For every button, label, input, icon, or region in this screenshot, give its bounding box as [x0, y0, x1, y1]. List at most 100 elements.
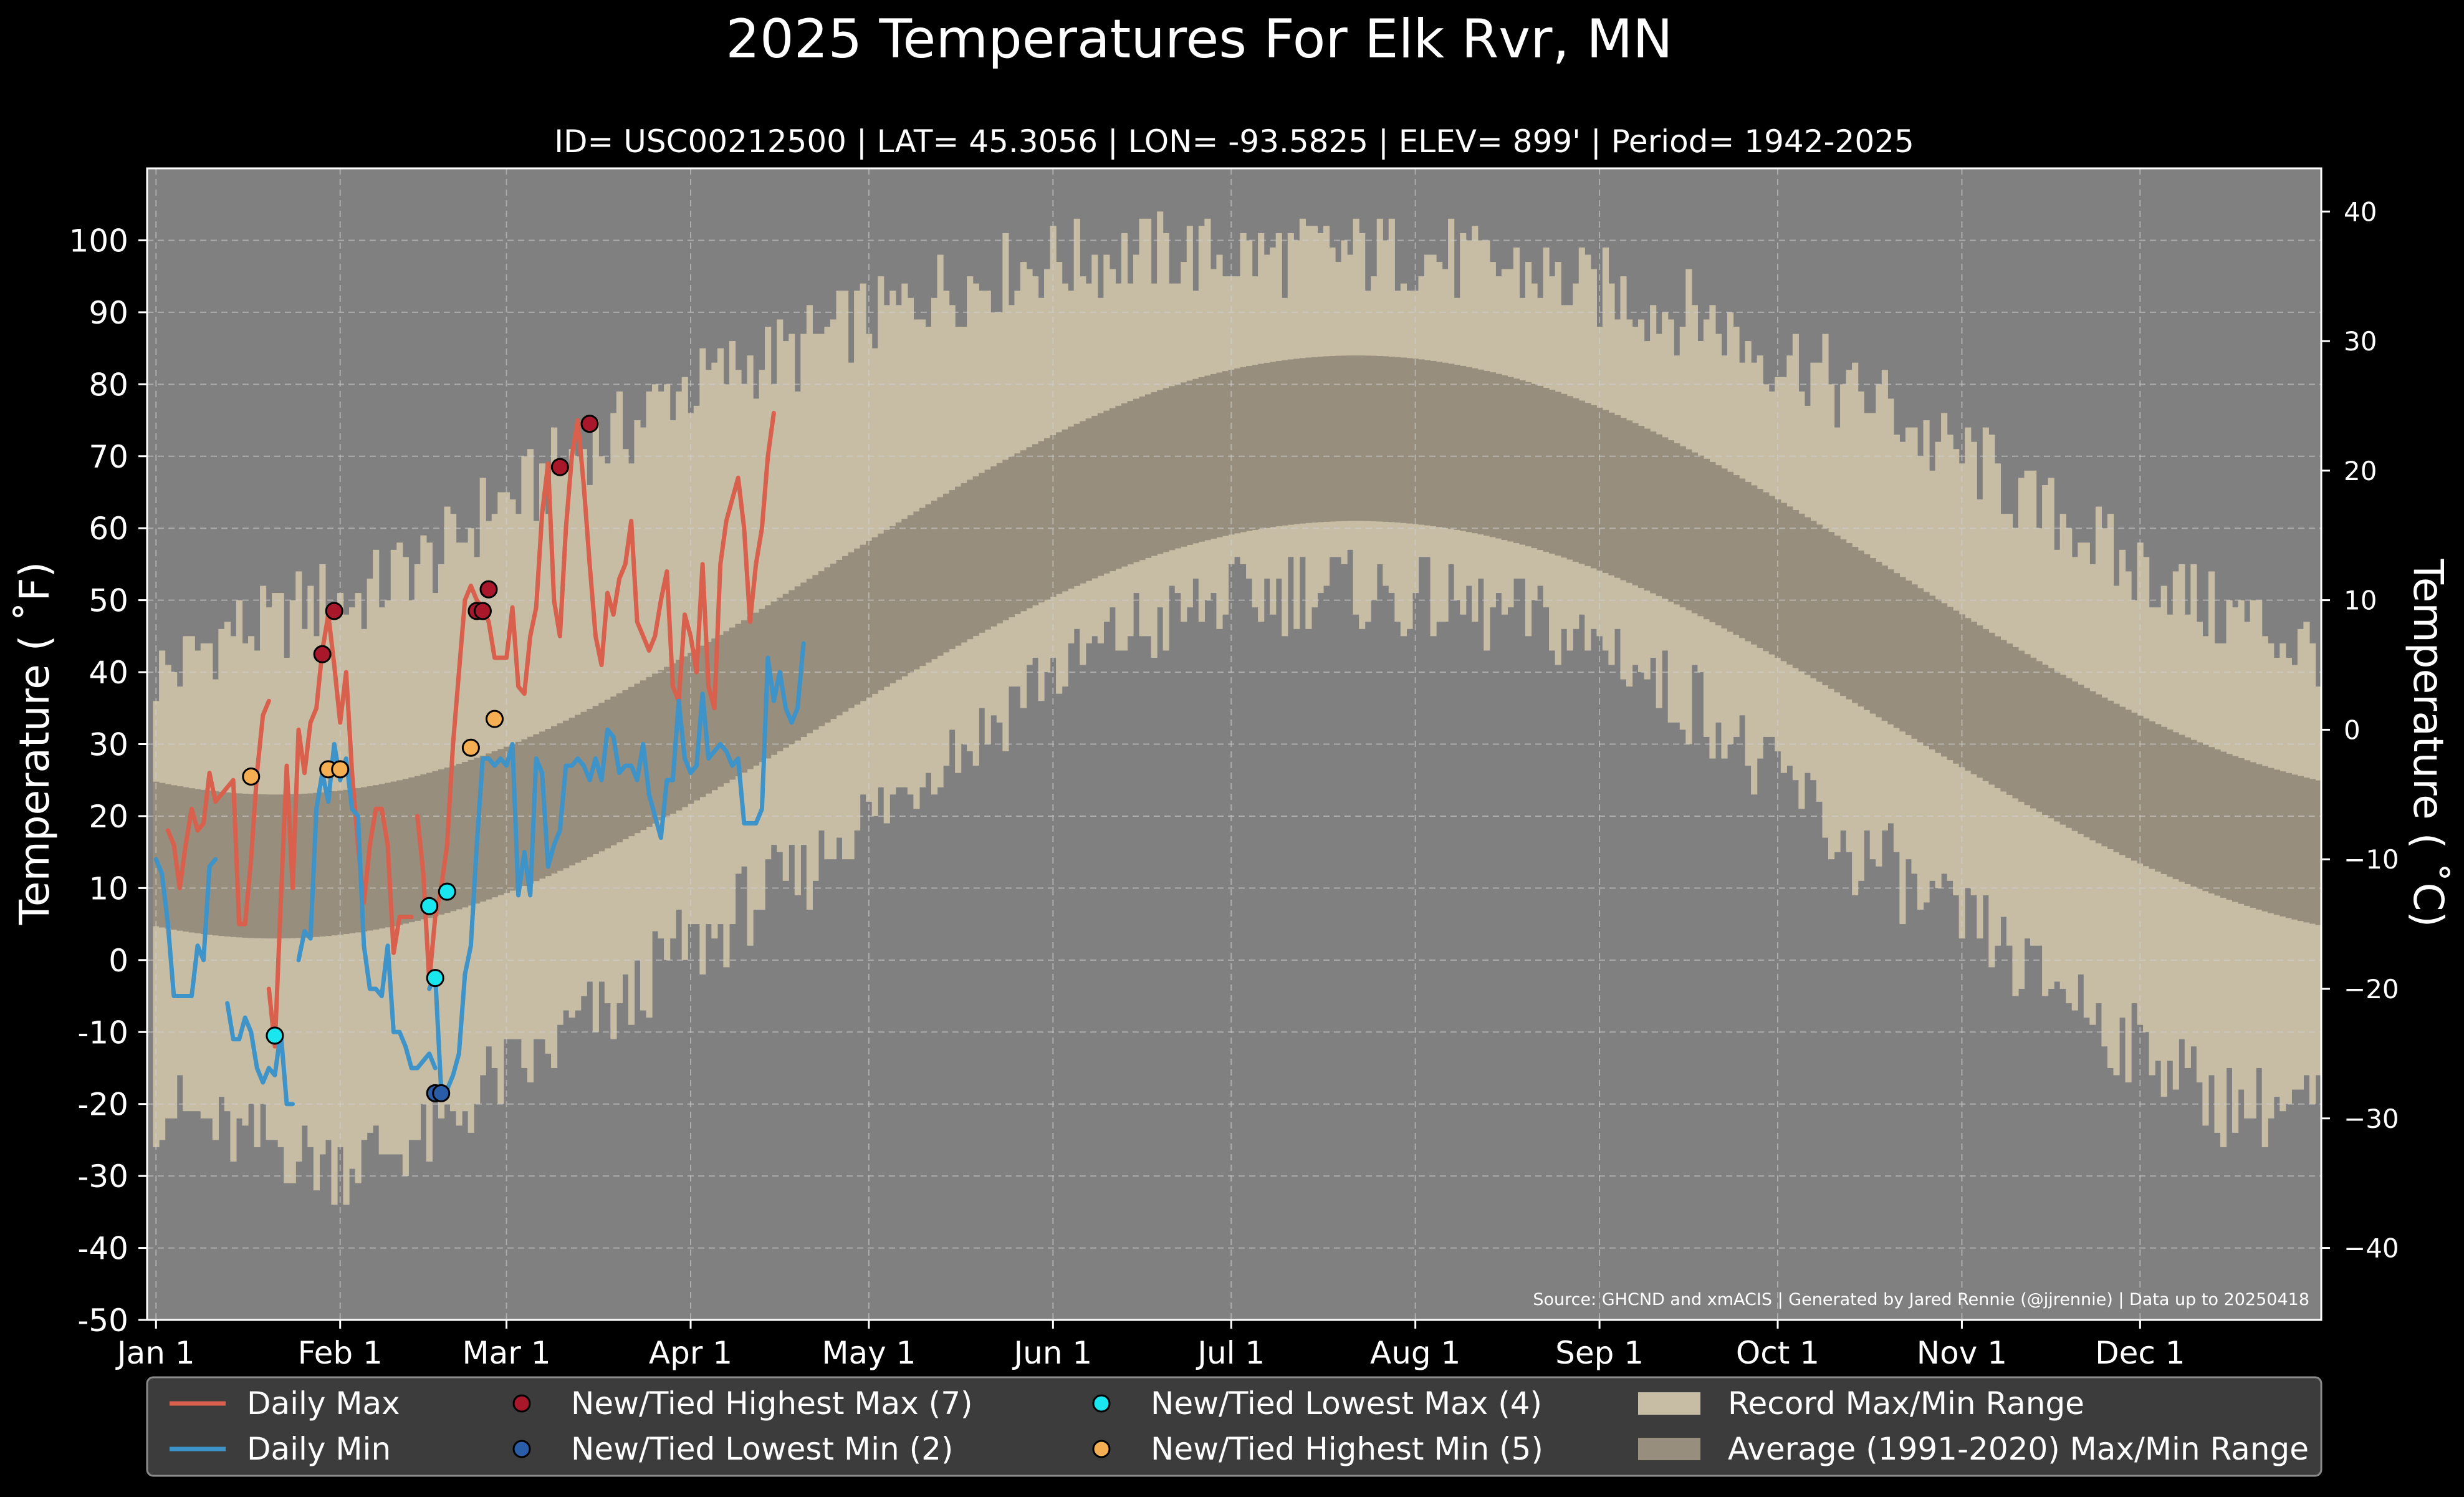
average-range-bar: [1323, 356, 1330, 522]
average-range-bar: [1709, 461, 1716, 623]
average-range-bar: [557, 723, 563, 871]
average-range-bar: [2167, 729, 2174, 877]
average-range-bar: [2268, 768, 2275, 913]
average-range-bar: [1834, 536, 1841, 693]
average-range-bar: [1513, 378, 1520, 543]
highest-max-marker: [313, 645, 332, 663]
average-range-bar: [1068, 426, 1075, 589]
average-range-bar: [1299, 358, 1306, 524]
average-range-bar: [378, 784, 385, 929]
average-range-bar: [717, 635, 724, 787]
legend-marker-swatch: [512, 1394, 531, 1413]
average-range-bar: [871, 537, 878, 694]
average-range-bar: [1186, 380, 1193, 545]
average-range-bar: [1775, 499, 1781, 658]
lowest-max-marker: [426, 969, 444, 988]
average-range-bar: [972, 476, 979, 636]
average-range-bar: [1038, 441, 1045, 603]
average-range-bar: [925, 504, 932, 663]
average-range-bar: [1157, 390, 1164, 554]
daily-max-line: [266, 612, 414, 1049]
lowest-max-marker: [420, 897, 439, 915]
highest-max-marker: [550, 458, 569, 476]
average-range-bar: [1935, 599, 1942, 753]
x-tick-label: May 1: [822, 1335, 916, 1371]
average-range-bar: [2202, 744, 2209, 892]
average-range-bar: [1151, 392, 1158, 556]
average-range-bar: [212, 791, 219, 936]
record-range-bar: [777, 319, 784, 852]
average-range-bar: [2309, 779, 2316, 924]
average-range-bar: [688, 653, 694, 804]
average-range-bar: [1632, 423, 1639, 585]
average-range-bar: [1014, 453, 1021, 615]
average-range-bar: [1525, 382, 1532, 547]
average-range-bar: [1305, 357, 1312, 523]
average-range-bar: [1258, 363, 1265, 529]
average-range-bar: [2137, 715, 2144, 864]
average-range-bar: [770, 601, 777, 755]
y-tick-label: 60: [89, 511, 128, 547]
average-range-bar: [1032, 444, 1039, 605]
average-range-bar: [1050, 435, 1057, 597]
average-range-bar: [1869, 558, 1876, 714]
average-range-bar: [1287, 359, 1294, 525]
average-range-bar: [1638, 426, 1645, 589]
average-range-bar: [1786, 506, 1793, 665]
average-range-bar: [1222, 371, 1229, 536]
highest-min-marker: [242, 767, 261, 786]
average-range-bar: [2226, 754, 2233, 900]
highest-min-marker: [331, 760, 350, 779]
record-range-bar: [765, 326, 772, 860]
average-range-bar: [1109, 408, 1116, 572]
average-range-bar: [1590, 405, 1597, 569]
y-tick-label: 80: [89, 367, 128, 403]
daily-min-line: [153, 857, 218, 998]
average-range-bar: [2220, 751, 2227, 898]
lowest-max-marker: [438, 882, 456, 901]
average-range-bar: [1240, 367, 1247, 532]
average-range-bar: [1383, 356, 1389, 522]
average-range-bar: [218, 792, 225, 936]
y2-tick-label: 30: [2344, 326, 2377, 357]
average-range-bar: [2083, 688, 2090, 837]
average-range-bar: [1442, 362, 1449, 528]
average-range-bar: [2119, 706, 2126, 855]
average-range-bar: [194, 789, 201, 933]
average-range-bar: [1103, 410, 1110, 574]
average-range-bar: [462, 761, 469, 908]
average-range-bar: [2196, 742, 2203, 889]
average-range-bar: [1911, 584, 1918, 739]
average-range-bar: [1733, 475, 1740, 635]
average-range-bar: [1317, 357, 1324, 522]
average-range-bar: [2279, 771, 2286, 917]
average-range-bar: [699, 645, 706, 797]
average-range-bar: [1519, 380, 1526, 545]
average-range-bar: [1667, 440, 1674, 602]
average-range-bar: [1507, 377, 1514, 542]
average-range-bar: [2208, 747, 2215, 893]
legend-patch-swatch: [1638, 1392, 1700, 1415]
y-tick-label: -20: [77, 1087, 128, 1123]
average-range-bar: [1234, 368, 1241, 534]
average-range-bar: [1335, 355, 1342, 522]
average-range-bar: [836, 559, 843, 716]
daily-min-line: [296, 742, 438, 1071]
highest-max-marker: [325, 602, 343, 620]
average-range-bar: [1876, 562, 1882, 718]
average-range-bar: [1656, 434, 1662, 596]
average-range-bar: [2024, 654, 2031, 806]
average-range-bar: [551, 726, 558, 874]
average-range-bar: [1080, 421, 1086, 584]
average-range-bar: [1228, 370, 1235, 535]
average-range-bar: [1460, 365, 1467, 531]
average-range-bar: [1941, 603, 1948, 757]
x-tick-label: Nov 1: [1917, 1335, 2007, 1371]
average-range-bar: [1311, 357, 1318, 523]
average-range-bar: [1566, 396, 1573, 560]
y-axis-left: -50 -40 -30 -20 -10 0 10 20 30 40 50 60 70 80 90 100: [69, 223, 147, 1339]
average-range-bar: [1757, 489, 1763, 648]
average-range-bar: [2285, 773, 2292, 918]
average-range-bar: [592, 706, 599, 854]
x-tick-label: Feb 1: [298, 1335, 383, 1371]
